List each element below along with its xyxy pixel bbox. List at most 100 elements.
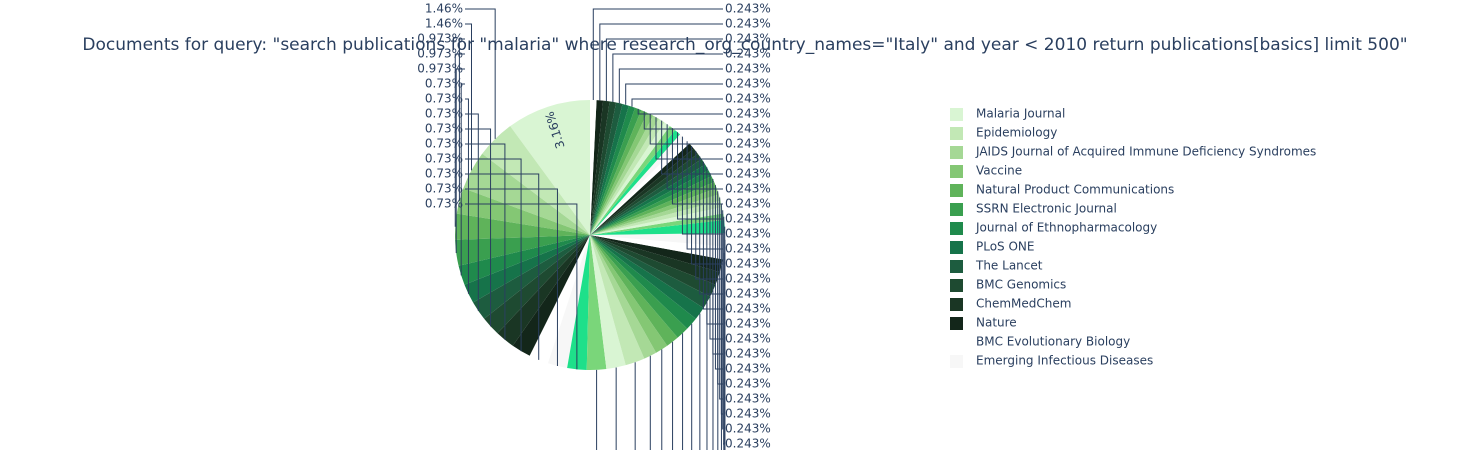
leader-line	[465, 173, 540, 360]
pie-slice	[590, 235, 626, 369]
pie-slice	[590, 118, 665, 235]
legend-swatch	[950, 355, 963, 368]
slice-label: 0.73%	[425, 152, 463, 166]
leader-line	[714, 185, 723, 370]
leader-line	[706, 302, 708, 450]
pie-slice	[590, 235, 716, 297]
leader-line	[596, 369, 598, 450]
pie-slice	[473, 235, 590, 319]
slice-label: 0.243%	[725, 32, 771, 46]
slice-label: 0.243%	[725, 107, 771, 121]
slice-label: 0.243%	[725, 422, 771, 436]
slice-label: 0.243%	[725, 287, 771, 301]
legend-label: BMC Genomics	[976, 278, 1066, 292]
pie-slice	[590, 235, 704, 319]
leader-line	[465, 113, 479, 311]
slice-label: 0.243%	[725, 392, 771, 406]
leader-line	[465, 23, 472, 171]
slice-label: 0.243%	[725, 17, 771, 31]
slice-label: 0.243%	[725, 2, 771, 16]
legend-swatch	[950, 260, 963, 273]
slice-label: 0.243%	[725, 122, 771, 136]
slice-label: 0.243%	[725, 152, 771, 166]
legend-label: Vaccine	[976, 164, 1022, 178]
pie-slice	[590, 148, 698, 235]
pie-slice	[590, 194, 721, 235]
legend-label: JAIDS Journal of Acquired Immune Deficie…	[975, 145, 1316, 159]
leader-line	[677, 132, 723, 220]
leader-line	[666, 124, 723, 190]
slice-label: 0.243%	[725, 182, 771, 196]
leader-line	[612, 53, 723, 102]
legend-swatch	[950, 127, 963, 140]
pie-slice	[455, 235, 590, 266]
slice-label: 0.243%	[725, 77, 771, 91]
leader-line	[695, 151, 723, 280]
leader-line	[649, 355, 651, 450]
slice-label: 0.243%	[725, 377, 771, 391]
chart-title: Documents for query: "search publication…	[82, 35, 1407, 55]
slice-label: 0.73%	[425, 77, 463, 91]
slice-label: 0.73%	[425, 182, 463, 196]
pie-slice	[590, 122, 670, 235]
legend-label: Emerging Infectious Diseases	[976, 354, 1153, 368]
legend-swatch	[950, 241, 963, 254]
leader-line	[643, 111, 723, 130]
slice-label: 0.73%	[425, 107, 463, 121]
pie-slice	[590, 115, 659, 235]
slice-label: 0.973%	[417, 62, 463, 76]
slice-label: 0.243%	[725, 302, 771, 316]
leader-line	[699, 313, 701, 450]
pie-slice	[590, 235, 723, 273]
pie-slice	[590, 102, 623, 235]
legend-label: Natural Product Communications	[976, 183, 1174, 197]
slice-label: 0.243%	[725, 167, 771, 181]
slice-label: 0.73%	[425, 137, 463, 151]
slice-label: 0.973%	[417, 32, 463, 46]
slice-label: 0.243%	[725, 242, 771, 256]
pie-slice	[590, 138, 690, 235]
pie-slice	[590, 105, 636, 235]
leader-line	[709, 173, 723, 340]
legend-label: PLoS ONE	[976, 240, 1035, 254]
leader-line	[681, 136, 723, 235]
slice-label: 0.73%	[425, 197, 463, 211]
leader-line	[724, 239, 726, 450]
pie-slice	[590, 207, 724, 235]
leader-line	[723, 252, 725, 450]
outside-labels: 1.46%1.46%0.973%0.973%0.973%0.73%0.73%0.…	[417, 2, 771, 450]
leader-line	[637, 108, 723, 115]
leader-line	[455, 68, 465, 253]
pie-slice	[482, 126, 590, 235]
legend-label: SSRN Electronic Journal	[976, 202, 1117, 216]
legend-swatch	[950, 222, 963, 235]
legend-swatch	[950, 108, 963, 121]
pie-slice	[590, 235, 657, 359]
legend-label: Epidemiology	[976, 126, 1057, 140]
pie-slice	[590, 107, 642, 235]
pie: 3.16%	[455, 100, 725, 370]
legend-label: Nature	[976, 316, 1017, 330]
pie-slice	[590, 100, 597, 235]
pie-slice	[590, 126, 676, 235]
pie-slice	[590, 176, 715, 235]
leader-line	[454, 53, 465, 227]
slice-label: 1.46%	[425, 2, 463, 16]
pie-slice	[590, 100, 610, 235]
legend-label: Malaria Journal	[976, 107, 1065, 121]
pie-slice	[510, 100, 590, 235]
slice-label: 0.243%	[725, 437, 771, 450]
pie-slice	[464, 235, 590, 303]
legend: Malaria Journal Epidemiology JAIDS Journal…	[950, 107, 1316, 368]
legend-label: ChemMedChem	[976, 297, 1071, 311]
leader-line	[625, 83, 723, 105]
legend-label: Journal of Ethnopharmacology	[975, 221, 1157, 235]
pie-slice	[590, 200, 723, 235]
pie-slice	[590, 235, 725, 260]
pie-slice	[590, 101, 617, 235]
pie-slice	[529, 235, 590, 364]
leader-line	[691, 323, 693, 450]
leader-line	[661, 120, 723, 175]
